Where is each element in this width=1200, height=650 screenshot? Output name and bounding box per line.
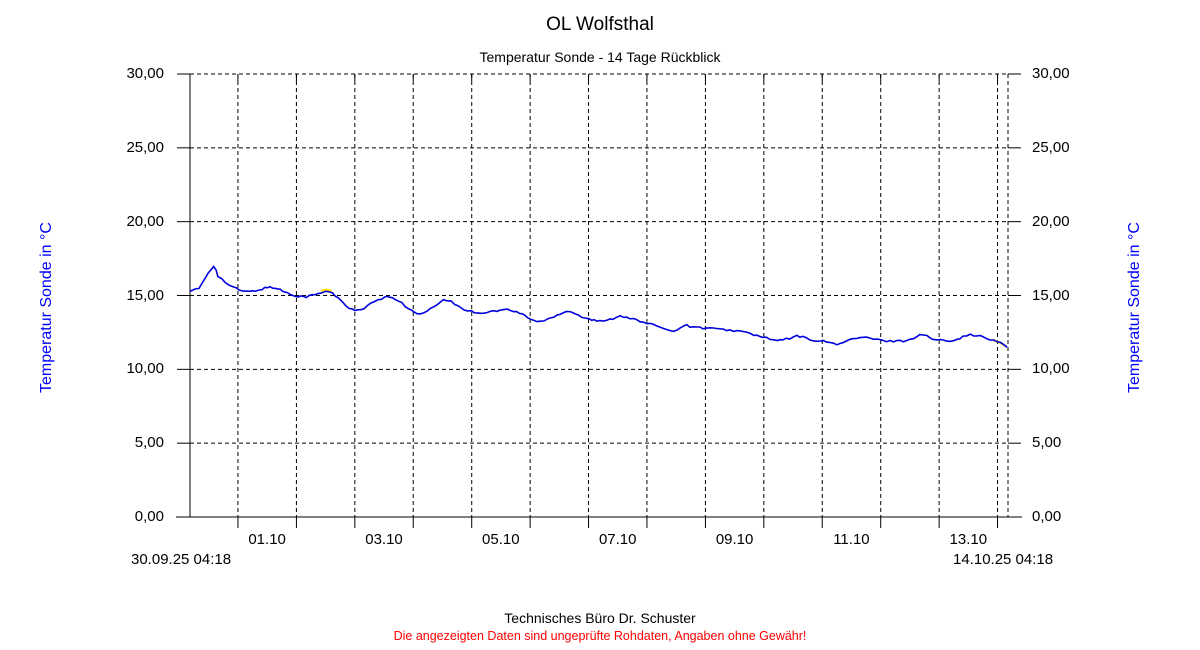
y-tick-label-right: 30,00 (1032, 65, 1070, 82)
y-tick-label-right: 10,00 (1032, 360, 1070, 378)
y-tick-label-left: 0,00 (134, 508, 164, 525)
chart-title: OL Wolfsthal (546, 14, 654, 35)
x-tick-label: 01.10 (248, 531, 286, 548)
y-tick-label-left: 10,00 (126, 360, 164, 378)
x-tick-label: 05.10 (482, 531, 520, 548)
y-tick-label-right: 0,00 (1032, 508, 1062, 525)
chart-subtitle: Temperatur Sonde - 14 Tage Rückblick (479, 49, 721, 65)
y-tick-label-right: 15,00 (1032, 286, 1070, 304)
x-tick-label: 11.10 (833, 531, 870, 548)
y-tick-label-left: 30,00 (126, 65, 164, 82)
x-axis-end-datetime: 14.10.25 04:18 (953, 551, 1054, 568)
x-tick-label: 03.10 (365, 531, 403, 548)
temperature-series-line (189, 265, 1008, 348)
y-tick-label-left: 20,00 (126, 212, 164, 230)
y-tick-label-left: 15,00 (126, 286, 164, 304)
x-tick-label: 09.10 (715, 531, 754, 548)
temperature-series-line (320, 288, 332, 292)
y-tick-label-right: 20,00 (1032, 212, 1070, 230)
y-tick-label-left: 25,00 (126, 138, 164, 156)
y-tick-label-right: 25,00 (1032, 138, 1070, 156)
footer-company: Technisches Büro Dr. Schuster (504, 610, 696, 626)
footer-disclaimer: Die angezeigten Daten sind ungeprüfte Ro… (393, 629, 807, 643)
x-axis-start-datetime: 30.09.25 04:18 (131, 551, 232, 568)
y-tick-label-left: 5,00 (134, 434, 164, 452)
x-tick-label: 13.10 (949, 531, 988, 548)
x-tick-label: 07.10 (598, 531, 637, 548)
y-tick-label-right: 5,00 (1032, 434, 1062, 452)
